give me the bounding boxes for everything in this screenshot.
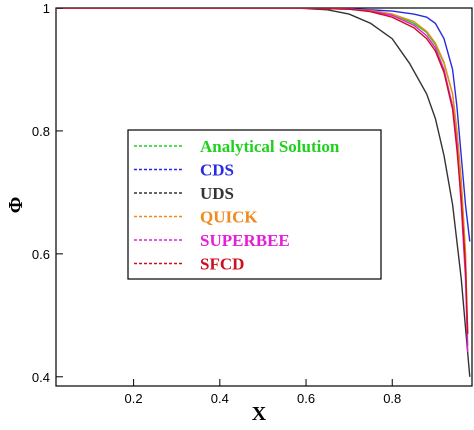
series-layer: [56, 8, 471, 377]
y-tick-label: 1: [43, 1, 50, 16]
x-tick-label: 0.8: [383, 391, 401, 406]
x-tick-label: 0.4: [211, 391, 229, 406]
legend-label: SUPERBEE: [200, 231, 290, 250]
y-tick-label: 0.8: [32, 124, 50, 139]
legend-label: SFCD: [200, 255, 244, 274]
y-tick-label: 0.4: [32, 370, 50, 385]
legend: Analytical Solution CDS UDS QUICK SUPERBEE SF…: [127, 129, 382, 280]
x-tick-label: 0.6: [297, 391, 315, 406]
legend-label: UDS: [200, 184, 234, 203]
series-line-sfcd: [56, 8, 469, 334]
legend-box: [127, 129, 382, 280]
legend-label: QUICK: [200, 208, 258, 227]
legend-label: Analytical Solution: [200, 137, 340, 156]
x-axis-title: X: [252, 403, 267, 425]
axes: 0.2 0.4 0.6 0.8 0.4 0.6 0.8 1: [32, 1, 401, 406]
y-tick-label: 0.6: [32, 247, 50, 262]
legend-label: CDS: [200, 161, 234, 180]
series-line-uds: [56, 8, 471, 377]
y-axis-title: Φ: [5, 197, 27, 214]
x-tick-label: 0.2: [125, 391, 143, 406]
